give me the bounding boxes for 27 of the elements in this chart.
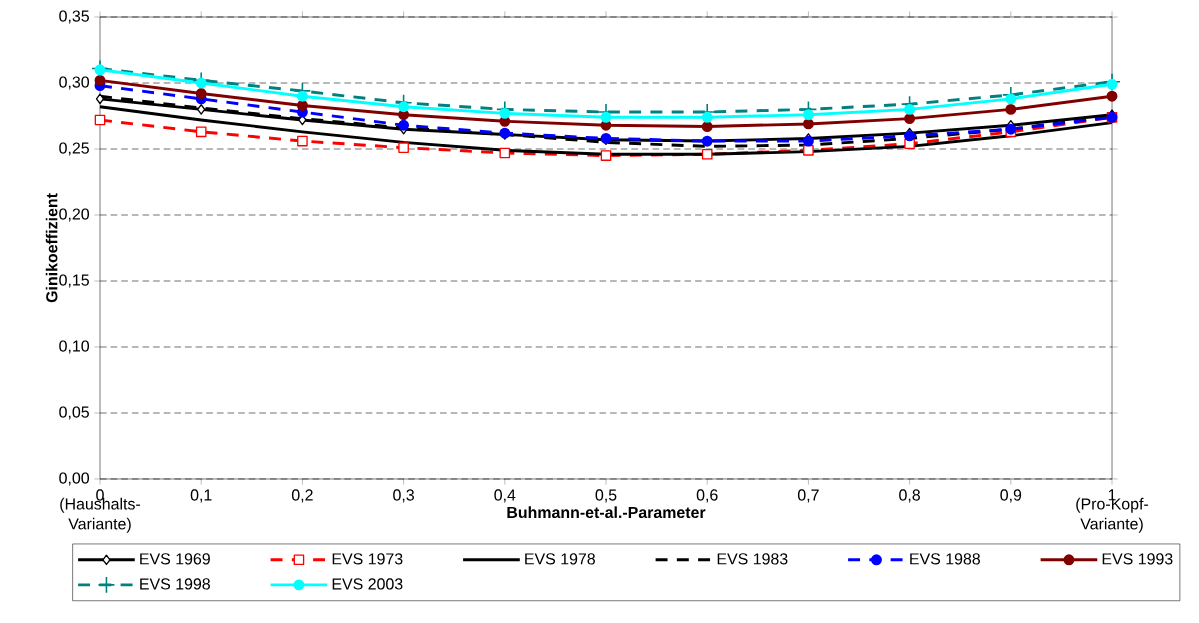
- legend-label: EVS 1983: [717, 553, 788, 565]
- x-tick-label: 0,2: [291, 489, 313, 503]
- y-tick-label: 0,20: [59, 208, 90, 222]
- x-tick-label: 0,7: [797, 489, 819, 503]
- x-tick-label: 0,5: [595, 489, 617, 503]
- x-tick-label: 0,4: [494, 489, 516, 503]
- legend-label: EVS 2003: [332, 578, 403, 590]
- legend-label: EVS 1998: [140, 578, 210, 590]
- y-tick-label: 0,15: [59, 274, 89, 288]
- x-tick-label: 0,8: [899, 489, 920, 503]
- y-axis-title: Ginikoeffizient: [45, 193, 58, 303]
- y-tick-label: 0,10: [59, 340, 90, 354]
- legend-label: EVS 1978: [525, 553, 595, 565]
- x-tick-label: 0,6: [696, 489, 718, 503]
- legend-label: EVS 1988: [910, 553, 980, 565]
- x-tick-label: 0,9: [1000, 489, 1022, 503]
- y-tick-label: 0,30: [59, 76, 90, 90]
- legend-label: EVS 1969: [140, 553, 210, 565]
- legend-label: EVS 1973: [332, 553, 403, 565]
- x-tick-label: 0,3: [393, 489, 414, 503]
- y-tick-label: 0,05: [59, 406, 89, 420]
- legend-label: EVS 1993: [1102, 553, 1173, 565]
- y-tick-label: 0,25: [59, 142, 89, 156]
- y-tick-label: 0,35: [59, 10, 89, 24]
- x-tick-label: 0,1: [190, 489, 212, 503]
- x-axis-title: Buhmann-et-al.-Parameter: [507, 506, 706, 519]
- y-tick-label: 0,00: [59, 472, 90, 486]
